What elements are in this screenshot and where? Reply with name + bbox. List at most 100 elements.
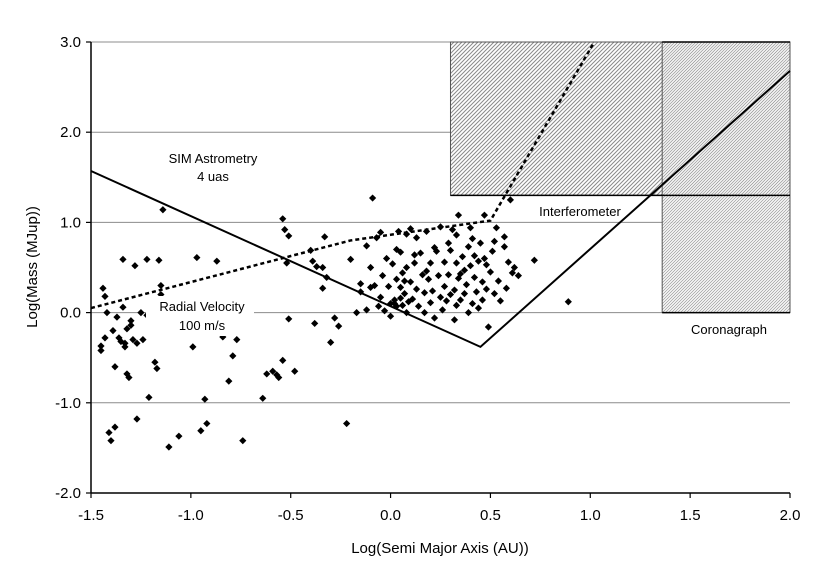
data-point (406, 225, 415, 233)
data-point (504, 258, 513, 266)
data-point (153, 364, 161, 373)
data-point (353, 309, 361, 317)
data-point (131, 262, 139, 270)
data-point (468, 235, 477, 243)
data-point (319, 263, 327, 272)
data-point (390, 299, 399, 308)
data-point (502, 284, 511, 292)
data-point (398, 301, 407, 309)
data-point (363, 242, 371, 250)
data-point (388, 260, 397, 268)
data-point (482, 285, 491, 293)
data-point (269, 367, 277, 375)
data-point (307, 246, 315, 254)
y-tick-label: -2.0 (55, 485, 81, 502)
data-point (466, 262, 475, 270)
y-tick-label: -1.0 (55, 395, 81, 412)
data-point (390, 296, 399, 304)
data-point (125, 373, 133, 382)
radial-velocity-label: Radial Velocity (159, 299, 245, 314)
data-point (442, 297, 451, 305)
data-point (460, 290, 469, 298)
data-point (101, 334, 109, 342)
data-point (105, 428, 113, 437)
x-tick-label: -1.5 (78, 507, 104, 524)
data-point (143, 255, 151, 263)
data-point (454, 211, 463, 219)
data-point (109, 327, 117, 335)
data-point (309, 257, 317, 265)
data-point (446, 290, 455, 299)
data-point (456, 270, 465, 278)
data-point (486, 268, 495, 276)
data-point (482, 261, 491, 269)
data-point (189, 343, 197, 351)
y-axis-title: Log(Mass (MJup)) (24, 206, 41, 328)
x-tick-label: 2.0 (780, 507, 801, 524)
data-point (514, 272, 522, 280)
data-point (155, 256, 163, 264)
data-point (480, 211, 489, 219)
data-point (197, 427, 205, 435)
data-point (279, 356, 287, 365)
data-point (478, 296, 487, 304)
data-point (127, 321, 135, 329)
coronagraph-label: Coronagraph (691, 322, 767, 337)
data-point (239, 437, 247, 445)
data-point (283, 259, 291, 267)
coronagraph-region (661, 41, 791, 314)
data-point (229, 352, 237, 360)
data-point (213, 257, 221, 265)
data-point (396, 283, 405, 291)
x-tick-label: 0.0 (380, 507, 401, 524)
data-point (452, 259, 461, 267)
sim-astrometry-label: SIM Astrometry (169, 151, 258, 166)
data-point (440, 282, 449, 291)
data-point (378, 272, 387, 280)
data-point (396, 248, 405, 256)
data-point (422, 267, 431, 275)
data-point (426, 259, 435, 267)
data-point (273, 371, 281, 379)
data-point (127, 317, 135, 325)
data-point (474, 257, 483, 265)
data-point (357, 288, 365, 296)
data-point (418, 271, 427, 279)
data-point (490, 290, 499, 298)
data-point (313, 262, 321, 271)
limit-lines (90, 41, 791, 349)
data-point (311, 319, 319, 328)
data-point (382, 254, 391, 263)
data-point (107, 437, 115, 445)
data-point (384, 282, 393, 291)
data-point (121, 343, 129, 351)
data-point (101, 292, 109, 300)
y-tick-label: 2.0 (60, 124, 81, 141)
data-point (446, 246, 455, 254)
data-point (414, 302, 423, 310)
data-point (151, 358, 159, 366)
data-point (386, 312, 395, 320)
data-point (279, 215, 287, 223)
data-point (484, 323, 493, 331)
data-point (456, 296, 465, 304)
data-point (201, 395, 209, 403)
data-point (263, 370, 271, 378)
data-point (281, 226, 289, 234)
data-point (488, 247, 497, 255)
data-point (275, 373, 283, 382)
data-point (420, 289, 429, 297)
data-point (285, 315, 293, 323)
data-point (452, 301, 461, 309)
data-point (402, 309, 411, 317)
data-point (416, 249, 425, 257)
data-point (99, 284, 107, 292)
data-point (363, 306, 371, 314)
data-point (406, 278, 415, 286)
data-point (285, 232, 293, 240)
y-tick-label: 1.0 (60, 214, 81, 231)
data-point (119, 303, 127, 311)
planet-points (97, 194, 572, 451)
data-point (440, 258, 449, 266)
data-point (506, 196, 514, 204)
